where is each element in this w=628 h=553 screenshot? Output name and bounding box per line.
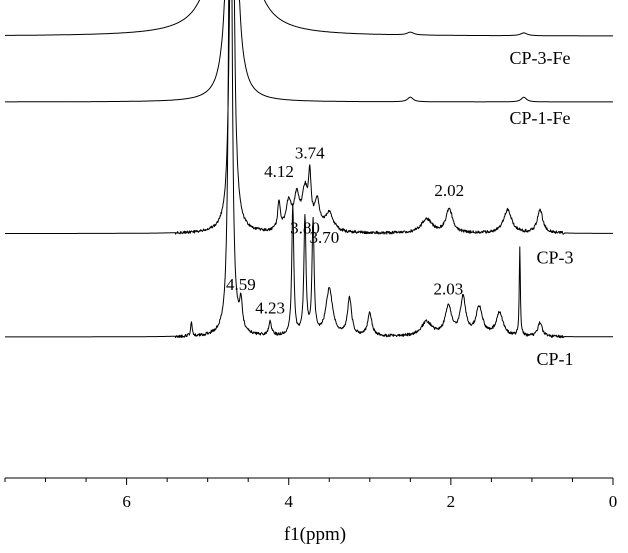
spectrum-cp-3 — [4, 0, 614, 235]
peak-label: 2.02 — [434, 181, 464, 200]
spectrum-cp-1 — [4, 0, 614, 339]
x-tick-label: 6 — [122, 492, 131, 511]
peak-label: 3.70 — [310, 228, 340, 247]
series-label-cp-3: CP-3 — [536, 248, 573, 268]
peak-label: 3.80 — [290, 219, 320, 238]
peak-label: 4.23 — [255, 299, 285, 318]
peak-label: 3.74 — [295, 143, 325, 162]
spectrum-cp-3-fe — [4, 0, 614, 37]
x-axis-label: f1(ppm) — [284, 524, 346, 545]
x-tick-label: 2 — [447, 492, 456, 511]
peak-labels: 4.70 3.744.12 2.02 3.803.70 4.59 2.03 4.23 — [217, 0, 464, 318]
x-tick-label: 4 — [284, 492, 293, 511]
peak-label: 4.59 — [226, 275, 256, 294]
x-axis-ticks: 6 4 2 0 — [4, 478, 618, 511]
peak-label: 2.03 — [434, 280, 464, 299]
spectra-group — [4, 0, 614, 339]
series-labels: CP-3-Fe CP-1-Fe CP-3 CP-1 — [509, 48, 573, 369]
spectrum-cp-1-fe — [4, 0, 614, 103]
x-tick-label: 0 — [609, 492, 618, 511]
series-label-cp-1-fe: CP-1-Fe — [509, 108, 570, 128]
peak-label: 4.12 — [264, 162, 294, 181]
series-label-cp-1: CP-1 — [536, 349, 573, 369]
series-label-cp-3-fe: CP-3-Fe — [509, 48, 570, 68]
peak-label: 4.70 — [217, 0, 247, 3]
